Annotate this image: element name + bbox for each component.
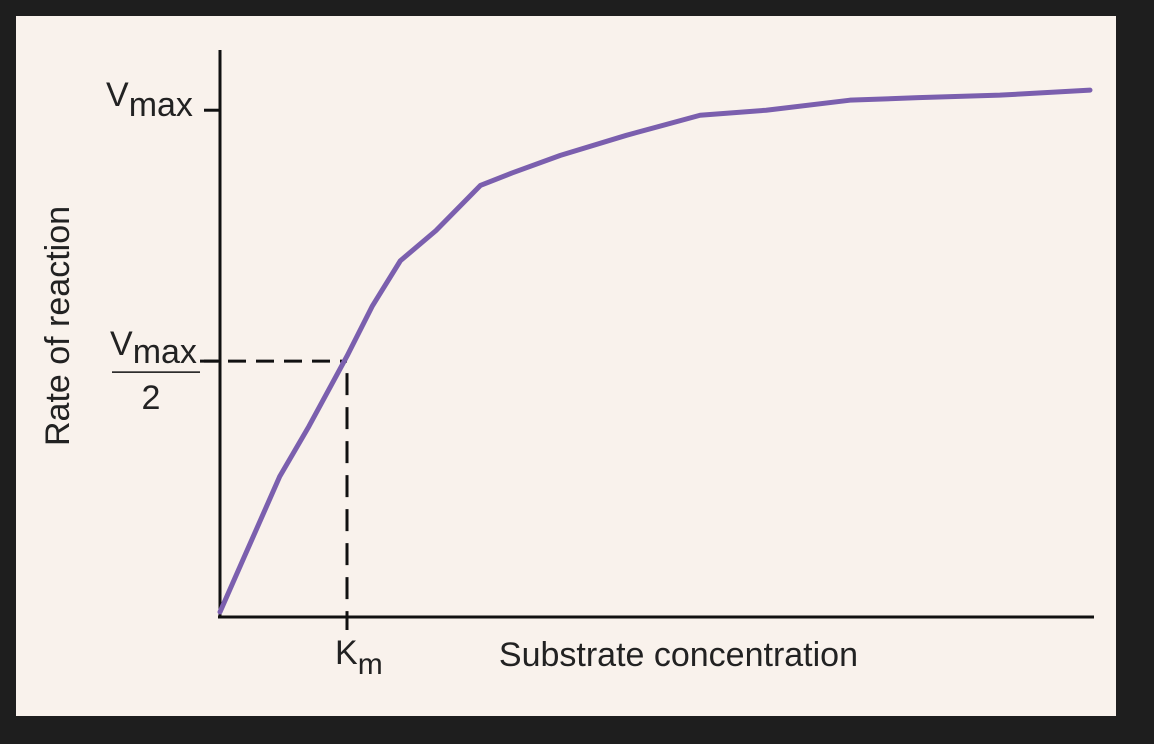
y-tick-label: Vmax	[110, 325, 197, 371]
tick-label-sub: max	[129, 86, 193, 124]
x-axis-label: Substrate concentration	[499, 636, 858, 674]
y-axis-label: Rate of reaction	[39, 206, 77, 446]
x-tick-label: Km	[335, 634, 383, 681]
tick-label-main: V	[106, 76, 129, 114]
tick-label-sub: max	[133, 333, 197, 371]
curve	[217, 87, 1093, 615]
tick-label-sub: m	[358, 648, 383, 681]
tick-label-main: V	[110, 325, 133, 363]
tick-label-main: K	[335, 634, 358, 672]
y-tick-label: Vmax	[106, 76, 193, 124]
panel	[16, 16, 1116, 716]
y-tick-denominator: 2	[142, 379, 161, 417]
